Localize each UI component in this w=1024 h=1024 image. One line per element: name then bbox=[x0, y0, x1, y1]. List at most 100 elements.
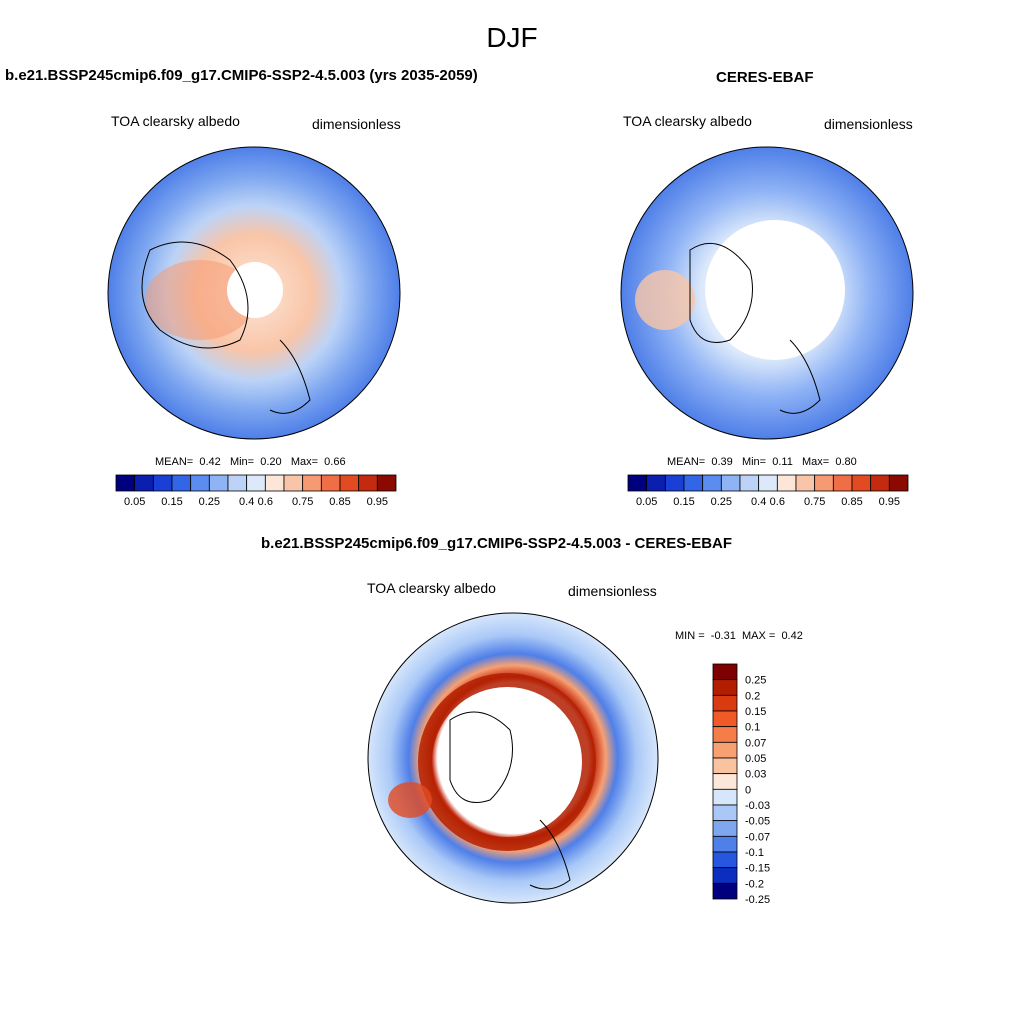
colorbar-diff-tick-label: 0 bbox=[745, 784, 751, 796]
colorbar-obs-swatch bbox=[776, 474, 797, 492]
panel1-min-value: 0.20 bbox=[260, 456, 282, 468]
colorbar-obs-tick-label: 0.85 bbox=[841, 496, 862, 508]
colorbar-diff-swatch bbox=[712, 726, 738, 743]
colorbar-diff-tick-label: 0.1 bbox=[745, 722, 760, 734]
colorbar-obs-swatch bbox=[646, 474, 666, 492]
colorbar-diff-swatch bbox=[712, 788, 738, 806]
colorbar-model-tick-label: 0.25 bbox=[199, 496, 220, 508]
panel1-max-value: 0.66 bbox=[324, 456, 346, 468]
colorbar-model-swatch bbox=[320, 474, 341, 492]
map-model-coastline-europe bbox=[269, 339, 311, 414]
colorbar-obs-swatch bbox=[888, 474, 909, 492]
map-diff-warm-patch bbox=[388, 782, 432, 818]
colorbar-diff-swatch bbox=[712, 835, 738, 853]
colorbar-model-swatch bbox=[339, 474, 360, 492]
panel1-variable-label: TOA clearsky albedo bbox=[111, 113, 240, 129]
colorbar-model-swatch bbox=[115, 474, 136, 492]
panel2-variable-label: TOA clearsky albedo bbox=[623, 113, 752, 129]
panel1-min-label: Min= bbox=[229, 456, 255, 468]
colorbar-model-swatch bbox=[358, 474, 378, 492]
colorbar-model-swatch bbox=[171, 474, 192, 492]
panel2-mean-value: 0.39 bbox=[711, 456, 733, 468]
colorbar-diff-swatch bbox=[712, 820, 738, 837]
diff-panel-title: b.e21.BSSP245cmip6.f09_g17.CMIP6-SSP2-4.… bbox=[261, 535, 733, 552]
diff-max-value: 0.42 bbox=[781, 630, 803, 642]
colorbar-diff-swatch bbox=[712, 679, 738, 696]
colorbar-obs-swatch bbox=[832, 474, 853, 492]
colorbar-model-tick-label: 0.95 bbox=[367, 496, 388, 508]
colorbar-obs: 0.05 0.15 0.25 0.4 0.6 0.75 0.85 0.95 bbox=[627, 474, 909, 508]
diff-min-value: -0.31 bbox=[710, 630, 736, 642]
colorbar-obs-swatch bbox=[795, 474, 816, 492]
colorbar-diff-tick-label: 0.2 bbox=[745, 690, 760, 702]
colorbar-diff-swatch bbox=[712, 882, 738, 900]
colorbar-obs-tick-label: 0.6 bbox=[770, 496, 785, 508]
panel2-units-label: dimensionless bbox=[824, 116, 913, 132]
map-model-pole-hole bbox=[227, 262, 283, 318]
colorbar-obs-swatch bbox=[758, 474, 778, 492]
colorbar-model-swatch bbox=[190, 474, 210, 492]
colorbar-model-swatch bbox=[376, 474, 397, 492]
colorbar-obs-tick-label: 0.15 bbox=[673, 496, 694, 508]
panel2-max-value: 0.80 bbox=[835, 456, 857, 468]
colorbar-model-swatch bbox=[283, 474, 304, 492]
colorbar-model: 0.05 0.15 0.25 0.4 0.6 0.75 0.85 0.95 bbox=[115, 474, 397, 508]
colorbar-model-swatch bbox=[134, 474, 154, 492]
map-diff-pole-hole bbox=[439, 694, 575, 830]
colorbar-model-tick-label: 0.4 bbox=[239, 496, 254, 508]
colorbar-diff-swatch bbox=[712, 773, 738, 790]
map-model bbox=[107, 146, 401, 440]
panel1-mean-label: MEAN= bbox=[155, 456, 194, 468]
diff-max-label: MAX = bbox=[741, 630, 776, 642]
panel1-mean-value: 0.42 bbox=[199, 456, 221, 468]
colorbar-obs-swatch bbox=[683, 474, 704, 492]
colorbar-diff-tick-label: -0.15 bbox=[745, 863, 770, 875]
colorbar-diff-tick-label: -0.1 bbox=[745, 847, 764, 859]
colorbar-diff-tick-label: -0.07 bbox=[745, 831, 770, 843]
panel2-min-value: 0.11 bbox=[772, 456, 793, 468]
colorbar-model-swatch bbox=[302, 474, 322, 492]
colorbar-diff: 0.25 0.2 0.15 0.1 0.07 0.05 0.03 0 -0.03 -0.05 -0.… bbox=[712, 663, 770, 906]
diff-min-label: MIN = bbox=[675, 630, 705, 642]
colorbar-diff-swatch bbox=[712, 710, 738, 728]
diff-variable-label: TOA clearsky albedo bbox=[367, 580, 496, 596]
panel2-stats: MEAN= 0.39 Min= 0.11 Max= 0.80 bbox=[667, 456, 857, 468]
colorbar-diff-tick-label: 0.05 bbox=[745, 753, 766, 765]
colorbar-obs-swatch bbox=[627, 474, 648, 492]
panel2-min-label: Min= bbox=[741, 456, 767, 468]
map-obs bbox=[620, 146, 914, 440]
colorbar-diff-swatch bbox=[712, 851, 738, 869]
colorbar-model-tick-label: 0.05 bbox=[124, 496, 145, 508]
map-diff-ring bbox=[418, 673, 596, 851]
map-model-coastline bbox=[141, 241, 249, 349]
panel1-stats: MEAN= 0.42 Min= 0.20 Max= 0.66 bbox=[155, 456, 346, 468]
colorbar-obs-tick-label: 0.25 bbox=[711, 496, 732, 508]
map-diff-coastline-europe bbox=[529, 819, 571, 890]
diff-units-label: dimensionless bbox=[568, 583, 657, 599]
panel1-max-label: Max= bbox=[290, 456, 319, 468]
colorbar-diff-tick-label: 0.07 bbox=[745, 737, 766, 749]
colorbar-model-tick-label: 0.85 bbox=[329, 496, 350, 508]
colorbar-model-swatch bbox=[246, 474, 266, 492]
colorbar-obs-swatch bbox=[664, 474, 685, 492]
colorbar-diff-swatch bbox=[712, 804, 738, 822]
colorbar-model-swatch bbox=[227, 474, 248, 492]
map-diff bbox=[367, 612, 659, 904]
diff-stats: MIN = -0.31 MAX = 0.42 bbox=[675, 630, 803, 642]
colorbar-model-swatch bbox=[208, 474, 229, 492]
season-title: DJF bbox=[486, 22, 538, 53]
colorbar-model-tick-label: 0.75 bbox=[292, 496, 313, 508]
map-diff-coastline bbox=[449, 711, 513, 803]
panel2-mean-label: MEAN= bbox=[667, 456, 706, 468]
colorbar-diff-tick-label: -0.03 bbox=[745, 800, 770, 812]
panel2-max-label: Max= bbox=[801, 456, 830, 468]
colorbar-diff-swatch bbox=[712, 663, 738, 681]
colorbar-obs-tick-label: 0.05 bbox=[636, 496, 657, 508]
colorbar-obs-swatch bbox=[739, 474, 760, 492]
map-obs-pole-hole bbox=[705, 220, 845, 360]
panel1-title: b.e21.BSSP245cmip6.f09_g17.CMIP6-SSP2-4.… bbox=[5, 67, 478, 84]
colorbar-diff-tick-label: 0.25 bbox=[745, 675, 766, 687]
colorbar-diff-tick-label: 0.03 bbox=[745, 769, 766, 781]
colorbar-diff-tick-label: -0.25 bbox=[745, 894, 770, 906]
